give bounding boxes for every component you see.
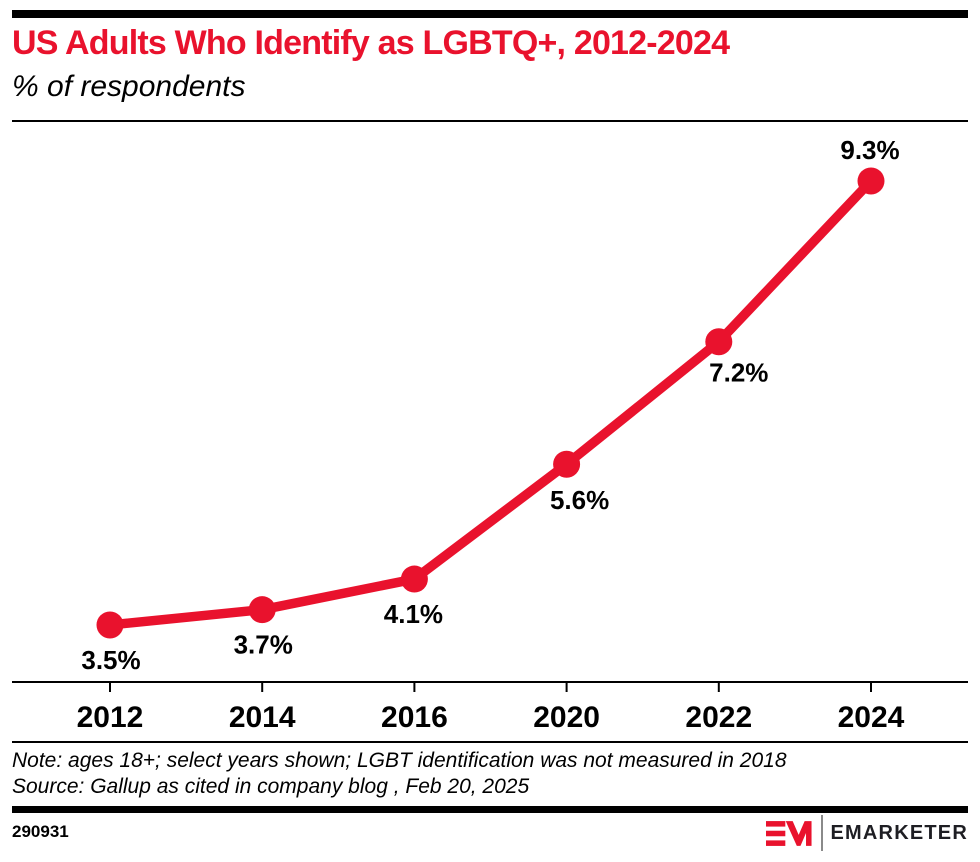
x-label-2012: 2012 [77, 701, 144, 734]
top-accent-bar [12, 10, 968, 18]
chart-source: Source: Gallup as cited in company blog … [12, 775, 530, 798]
data-point-2024 [857, 167, 885, 195]
x-label-2014: 2014 [229, 701, 296, 734]
bottom-accent-bar [12, 806, 968, 813]
emarketer-logo-icon [765, 820, 812, 846]
data-point-2020 [553, 450, 581, 478]
x-label-2016: 2016 [381, 701, 448, 734]
data-point-2012 [96, 611, 124, 639]
data-label-2012: 3.5% [81, 645, 140, 675]
data-label-2014: 3.7% [234, 630, 293, 660]
chart-subtitle: % of respondents [12, 70, 246, 103]
x-label-2022: 2022 [685, 701, 752, 734]
brand-lockup: EMARKETER [765, 813, 968, 853]
data-label-2024: 9.3% [840, 135, 899, 165]
x-label-2024: 2024 [838, 701, 905, 734]
note-divider [12, 741, 968, 743]
x-label-2020: 2020 [533, 701, 600, 734]
page-title: US Adults Who Identify as LGBTQ+, 2012-2… [12, 24, 730, 62]
chart-note: Note: ages 18+; select years shown; LGBT… [12, 749, 787, 772]
chart-id: 290931 [12, 822, 69, 841]
data-label-2020: 5.6% [550, 485, 609, 515]
logo-divider [820, 815, 823, 851]
header-divider [12, 120, 968, 122]
data-point-2016 [400, 565, 428, 593]
data-point-2014 [248, 596, 276, 624]
trend-line [105, 176, 876, 630]
data-label-2016: 4.1% [384, 599, 443, 629]
data-point-2022 [705, 328, 733, 356]
data-label-2022: 7.2% [709, 358, 768, 388]
brand-name: EMARKETER [830, 821, 968, 844]
